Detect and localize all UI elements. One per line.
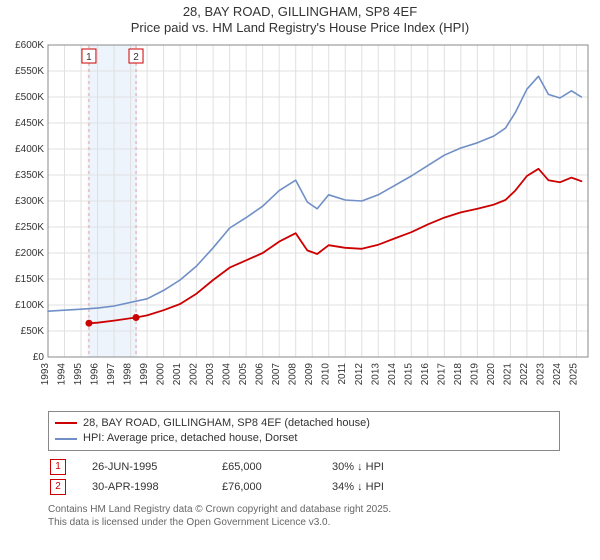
svg-text:£300K: £300K <box>15 196 44 207</box>
marker-delta: 34% ↓ HPI <box>332 481 452 493</box>
marker-row: 1 26-JUN-1995 £65,000 30% ↓ HPI <box>48 457 560 477</box>
svg-text:1993: 1993 <box>40 362 51 385</box>
svg-text:2017: 2017 <box>436 362 447 385</box>
price-chart: £0 £50K £100K £150K £200K £250K £300K £350K £400… <box>0 37 600 402</box>
svg-text:£400K: £400K <box>15 144 44 155</box>
svg-text:2003: 2003 <box>205 362 216 385</box>
svg-text:2013: 2013 <box>370 362 381 385</box>
svg-text:2: 2 <box>133 52 139 63</box>
markers-table: 1 26-JUN-1995 £65,000 30% ↓ HPI 2 30-APR-1998… <box>48 457 560 497</box>
svg-text:£600K: £600K <box>15 40 44 51</box>
title-subtitle: Price paid vs. HM Land Registry's House … <box>0 20 600 36</box>
svg-text:£50K: £50K <box>21 326 45 337</box>
svg-text:2004: 2004 <box>222 362 233 385</box>
footer-line-1: Contains HM Land Registry data © Crown c… <box>48 503 560 516</box>
svg-text:1994: 1994 <box>57 362 68 385</box>
title-address: 28, BAY ROAD, GILLINGHAM, SP8 4EF <box>0 4 600 20</box>
svg-text:£100K: £100K <box>15 300 44 311</box>
svg-text:2011: 2011 <box>337 362 348 384</box>
svg-text:2023: 2023 <box>535 362 546 385</box>
legend-swatch <box>55 438 77 440</box>
svg-text:2024: 2024 <box>552 362 563 385</box>
svg-text:2014: 2014 <box>387 362 398 385</box>
svg-text:2019: 2019 <box>469 362 480 385</box>
marker-date: 30-APR-1998 <box>92 481 202 493</box>
marker-price: £76,000 <box>222 481 312 493</box>
legend-label: 28, BAY ROAD, GILLINGHAM, SP8 4EF (detac… <box>83 416 370 431</box>
attribution-footer: Contains HM Land Registry data © Crown c… <box>48 503 560 529</box>
svg-text:£200K: £200K <box>15 248 44 259</box>
marker-delta: 30% ↓ HPI <box>332 461 452 473</box>
svg-text:2006: 2006 <box>255 362 266 385</box>
svg-text:2005: 2005 <box>238 362 249 385</box>
svg-text:1995: 1995 <box>73 362 84 385</box>
svg-text:£150K: £150K <box>15 274 44 285</box>
svg-text:£450K: £450K <box>15 118 44 129</box>
marker-number: 2 <box>50 479 66 495</box>
svg-text:1997: 1997 <box>106 362 117 385</box>
svg-text:2001: 2001 <box>172 362 183 385</box>
legend: 28, BAY ROAD, GILLINGHAM, SP8 4EF (detac… <box>48 411 560 452</box>
legend-item: 28, BAY ROAD, GILLINGHAM, SP8 4EF (detac… <box>55 416 553 431</box>
svg-text:2012: 2012 <box>354 362 365 385</box>
legend-swatch <box>55 422 77 424</box>
marker-date: 26-JUN-1995 <box>92 461 202 473</box>
svg-text:2002: 2002 <box>189 362 200 385</box>
footer-line-2: This data is licensed under the Open Gov… <box>48 516 560 529</box>
svg-text:2015: 2015 <box>403 362 414 385</box>
marker-number: 1 <box>50 459 66 475</box>
svg-text:£550K: £550K <box>15 66 44 77</box>
svg-text:2000: 2000 <box>156 362 167 385</box>
svg-text:1: 1 <box>86 52 92 63</box>
chart-container: £0 £50K £100K £150K £200K £250K £300K £350K £400… <box>0 37 600 407</box>
svg-text:2025: 2025 <box>568 362 579 385</box>
svg-text:2018: 2018 <box>453 362 464 385</box>
svg-text:1999: 1999 <box>139 362 150 385</box>
svg-text:2016: 2016 <box>420 362 431 385</box>
legend-item: HPI: Average price, detached house, Dors… <box>55 431 553 446</box>
svg-text:£0: £0 <box>33 352 45 363</box>
svg-text:£500K: £500K <box>15 92 44 103</box>
marker-row: 2 30-APR-1998 £76,000 34% ↓ HPI <box>48 477 560 497</box>
svg-text:2007: 2007 <box>271 362 282 385</box>
marker-price: £65,000 <box>222 461 312 473</box>
svg-text:2021: 2021 <box>502 362 513 385</box>
svg-text:2009: 2009 <box>304 362 315 385</box>
svg-text:2010: 2010 <box>321 362 332 385</box>
svg-text:1996: 1996 <box>90 362 101 385</box>
svg-text:£350K: £350K <box>15 170 44 181</box>
chart-titles: 28, BAY ROAD, GILLINGHAM, SP8 4EF Price … <box>0 0 600 37</box>
svg-text:1998: 1998 <box>123 362 134 385</box>
legend-label: HPI: Average price, detached house, Dors… <box>83 431 297 446</box>
svg-text:£250K: £250K <box>15 222 44 233</box>
svg-text:2022: 2022 <box>519 362 530 385</box>
svg-text:2020: 2020 <box>486 362 497 385</box>
svg-text:2008: 2008 <box>288 362 299 385</box>
